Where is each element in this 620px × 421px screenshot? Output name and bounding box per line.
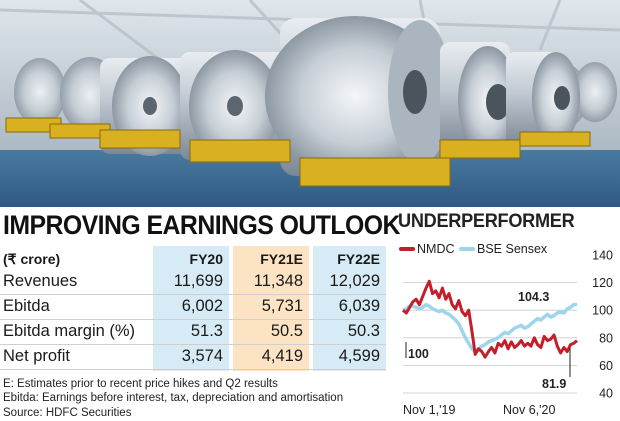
cell-value: 3,574	[181, 347, 223, 365]
cell-value: 51.3	[190, 322, 223, 340]
cell-value: 50.5	[270, 322, 303, 340]
footnote-ebitda: Ebitda: Earnings before interest, tax, d…	[3, 392, 344, 405]
annotation-nmdc-end: 81.9	[542, 377, 566, 391]
cell-value: 4,599	[338, 347, 380, 365]
column-header: FY22E	[337, 251, 380, 267]
footnote-estimates: E: Estimates prior to recent price hikes…	[3, 378, 278, 390]
steel-coils-photo	[0, 0, 620, 207]
y-tick-label: 140	[592, 249, 613, 263]
unit-label: (₹ crore)	[3, 251, 61, 267]
y-axis: 140 120 100 80 60 40	[592, 249, 613, 401]
line-chart: NMDC BSE Sensex 140 120 100 80 60 40 100 104.…	[399, 242, 613, 417]
cell-value: 11,699	[173, 272, 223, 290]
annotation-sensex-end: 104.3	[518, 290, 549, 304]
cell-value: 6,039	[338, 297, 380, 315]
column-header: FY21E	[260, 251, 303, 267]
steel-coils-illustration	[0, 0, 620, 207]
cell-value: 50.3	[347, 322, 380, 340]
footnote-source: Source: HDFC Securities	[3, 406, 132, 419]
cell-value: 4,419	[261, 347, 303, 365]
table-row: Ebitda 6,002 5,731 6,039	[0, 295, 386, 320]
x-tick-label: Nov 1,'19	[403, 403, 455, 417]
series-line-nmdc	[402, 279, 578, 359]
fy22e-column-bg	[313, 246, 386, 371]
y-tick-label: 60	[599, 359, 613, 373]
fy20-column-bg	[153, 246, 229, 371]
x-tick-label: Nov 6,'20	[503, 403, 555, 417]
column-header: FY20	[189, 251, 223, 267]
table-row: Revenues 11,699 11,348 12,029	[0, 270, 386, 295]
table-row: Net profit 3,574 4,419 4,599	[0, 345, 386, 370]
row-label: Ebitda	[3, 297, 50, 315]
row-label: Revenues	[3, 272, 78, 290]
y-tick-label: 80	[599, 331, 613, 345]
x-axis: Nov 1,'19 Nov 6,'20	[403, 403, 555, 417]
row-label: Net profit	[3, 347, 70, 365]
cell-value: 11,348	[253, 272, 303, 290]
fy21e-column-bg	[233, 246, 309, 371]
earnings-table: (₹ crore) FY20 FY21E FY22E Revenues 11,6…	[0, 246, 386, 371]
series-line-sensex	[402, 302, 578, 354]
y-tick-label: 100	[592, 304, 613, 318]
cell-value: 6,002	[181, 297, 223, 315]
table-title: IMPROVING EARNINGS OUTLOOK	[3, 210, 400, 240]
cell-value: 12,029	[329, 272, 380, 290]
y-tick-label: 120	[592, 276, 613, 290]
y-tick-label: 40	[599, 387, 613, 401]
series-lines	[402, 279, 578, 359]
table-header-row: (₹ crore) FY20 FY21E FY22E	[0, 246, 386, 270]
cell-value: 5,731	[261, 297, 303, 315]
row-label: Ebitda margin (%)	[3, 322, 136, 340]
footnotes: E: Estimates prior to recent price hikes…	[3, 377, 343, 420]
legend: NMDC BSE Sensex	[399, 242, 548, 256]
annotation-start: 100	[408, 347, 429, 361]
chart-title: UNDERPERFORMER	[398, 210, 575, 232]
table-row: Ebitda margin (%) 51.3 50.5 50.3	[0, 320, 386, 345]
annotations: 100 104.3 81.9	[405, 290, 571, 391]
legend-label-nmdc: NMDC	[417, 242, 455, 256]
legend-label-sensex: BSE Sensex	[477, 242, 548, 256]
